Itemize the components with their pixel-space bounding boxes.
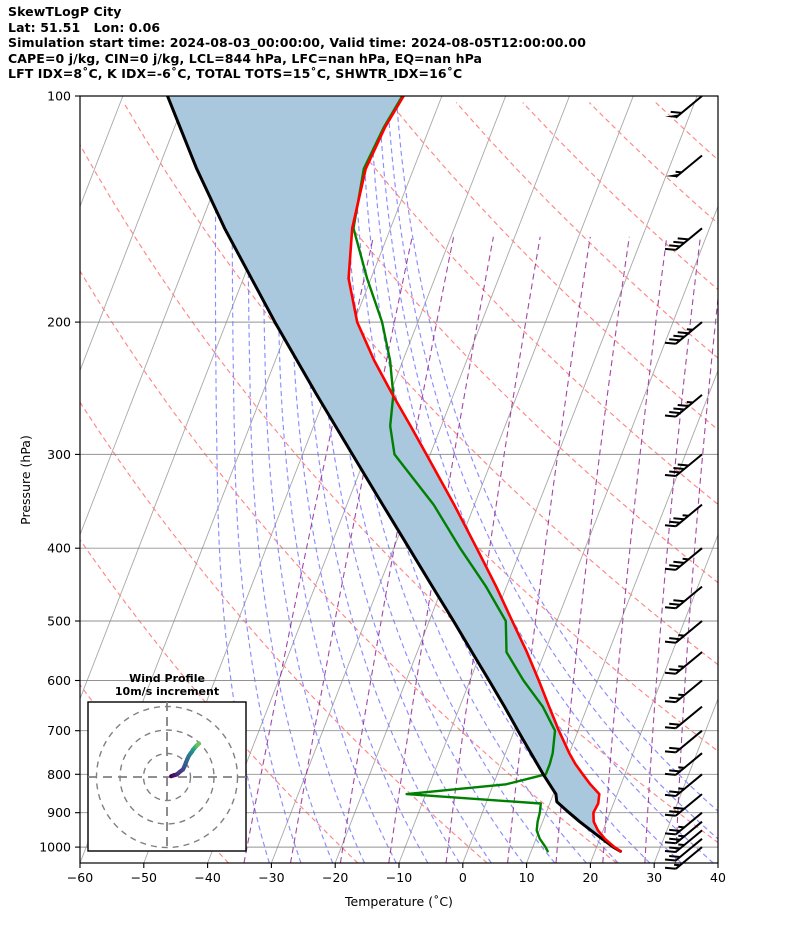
cin-shaded-area — [167, 96, 621, 852]
wind-profile-inset: Wind Profile 10m/s increment — [87, 672, 247, 852]
hodograph-title-line2: 10m/s increment — [115, 685, 219, 698]
header-indices-2: LFT IDX=8˚C, K IDX=-6˚C, TOTAL TOTS=15˚C… — [8, 66, 463, 82]
temperature-tick-label: −60 — [67, 870, 93, 885]
wind-barb — [664, 729, 703, 754]
pressure-tick-label: 300 — [47, 447, 71, 462]
hodograph-title-line1: Wind Profile — [129, 672, 205, 685]
wind-barb — [664, 453, 703, 477]
wind-barb — [664, 394, 703, 418]
pressure-tick-label: 100 — [47, 89, 71, 104]
temperature-tick-label: 10 — [519, 870, 535, 885]
wind-barb — [665, 95, 703, 119]
pressure-tick-label: 1000 — [39, 840, 71, 855]
wind-barb — [664, 547, 703, 571]
parcel-profile — [166, 96, 622, 853]
temperature-axis-ticks: −60 −50 −40 −30 −20 −10 0 10 20 30 40 — [67, 863, 726, 885]
wind-barb — [664, 829, 703, 853]
temperature-tick-label: 30 — [646, 870, 662, 885]
pressure-tick-label: 800 — [47, 767, 71, 782]
wind-barb — [664, 752, 703, 776]
y-axis-title: Pressure (hPa) — [18, 435, 33, 525]
temperature-tick-label: 0 — [459, 870, 467, 885]
header-times: Simulation start time: 2024-08-03_00:00:… — [8, 35, 586, 51]
pressure-tick-label: 500 — [47, 614, 71, 629]
temperature-tick-label: 20 — [582, 870, 598, 885]
wind-barb — [664, 651, 703, 675]
pressure-tick-label: 600 — [47, 673, 71, 688]
wind-barbs — [664, 95, 703, 870]
hodograph-rings — [88, 702, 246, 851]
header-indices-1: CAPE=0 j/kg, CIN=0 j/kg, LCL=844 hPa, LF… — [8, 50, 483, 66]
pressure-tick-label: 200 — [47, 315, 71, 330]
temperature-tick-label: −50 — [131, 870, 157, 885]
temperature-profile — [347, 96, 622, 853]
wind-barb — [664, 820, 703, 845]
header-title: SkewTLogP City — [8, 4, 122, 19]
pressure-tick-label: 900 — [47, 805, 71, 820]
wind-barb — [664, 321, 703, 345]
wind-barb — [664, 793, 703, 817]
temperature-tick-label: 40 — [710, 870, 726, 885]
wind-barb — [664, 846, 703, 870]
temperature-tick-label: −10 — [386, 870, 412, 885]
temperature-tick-label: −30 — [258, 870, 284, 885]
wind-barb — [664, 773, 703, 797]
dewpoint-profile — [352, 96, 557, 853]
wind-barb — [664, 838, 703, 862]
pressure-tick-label: 400 — [47, 541, 71, 556]
wind-barb — [664, 503, 703, 528]
x-axis-title: Temperature (˚C) — [344, 894, 453, 909]
temperature-tick-label: −20 — [322, 870, 348, 885]
wind-barb — [664, 620, 703, 644]
header-coordinates: Lat: 51.51 Lon: 0.06 — [8, 19, 161, 35]
wind-barb — [664, 705, 703, 730]
temperature-tick-label: −40 — [194, 870, 220, 885]
pressure-axis-ticks: 100 200 300 400 500 600 700 800 900 1000 — [39, 89, 80, 855]
wind-barb — [665, 154, 703, 178]
wind-barb — [664, 227, 703, 251]
wind-barb — [664, 811, 703, 836]
wind-barb — [664, 585, 703, 610]
pressure-tick-label: 700 — [47, 723, 71, 738]
wind-barb — [664, 679, 703, 704]
figure-header: SkewTLogP City Lat: 51.51 Lon: 0.06 Simu… — [8, 4, 788, 82]
hodograph-trace — [169, 741, 201, 779]
